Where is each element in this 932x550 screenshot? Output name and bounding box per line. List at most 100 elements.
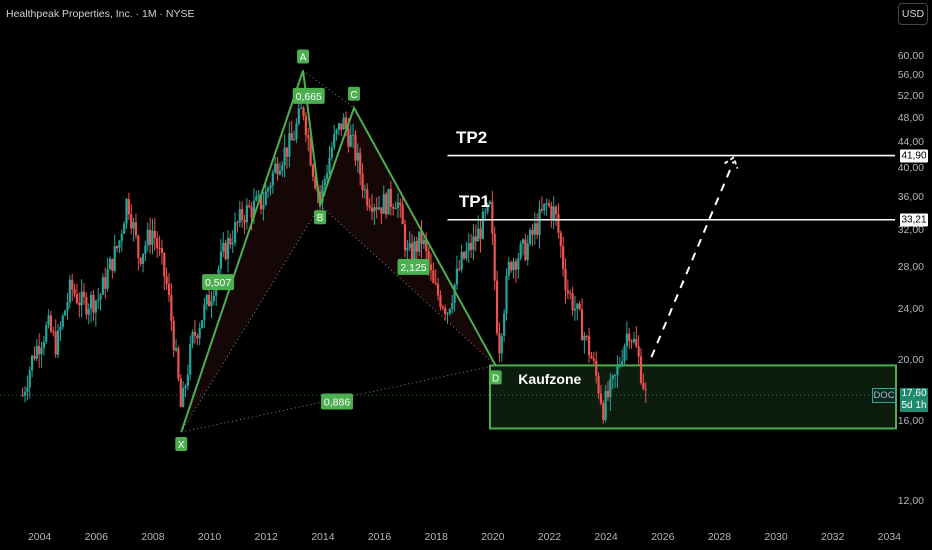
- candle-body: [276, 163, 279, 175]
- candle-body: [42, 341, 46, 348]
- candle-body: [304, 115, 307, 136]
- candle-body: [295, 123, 298, 140]
- ratio-badge: 2,125: [397, 258, 430, 275]
- y-tick-label: 48,00: [897, 111, 924, 124]
- candle-body: [408, 243, 411, 249]
- candle-body: [536, 223, 539, 235]
- x-tick-label: 2004: [27, 531, 52, 543]
- candle-body: [484, 211, 487, 213]
- pattern-point-b: B: [314, 210, 327, 225]
- x-tick-label: 2016: [367, 531, 392, 543]
- candle-body: [538, 209, 541, 235]
- candle-body: [300, 107, 303, 109]
- x-tick-label: 2010: [197, 531, 222, 543]
- ratio-label: 0,507: [205, 277, 231, 289]
- candle-body: [368, 205, 371, 208]
- candle-body: [233, 222, 237, 243]
- candle-body: [243, 219, 246, 223]
- candle-body: [321, 185, 324, 203]
- candle-body: [92, 294, 95, 313]
- candle-body: [625, 333, 628, 347]
- candle-body: [330, 147, 333, 158]
- ratio-badge: 0,665: [292, 87, 325, 104]
- tp2-price-label: 41,90: [900, 149, 928, 163]
- candle-body: [387, 188, 390, 215]
- y-tick-label: 40,00: [897, 162, 924, 175]
- ratio-label: 0,665: [296, 91, 322, 103]
- candle-body: [115, 246, 119, 249]
- candle-body: [337, 123, 341, 130]
- candle-body: [309, 138, 312, 166]
- candle-body: [606, 391, 610, 398]
- candle-body: [156, 238, 159, 249]
- ratio-label: 0,886: [324, 397, 350, 409]
- candle-body: [588, 336, 591, 356]
- candle-body: [592, 358, 595, 361]
- candle-body: [432, 270, 435, 283]
- candle-body: [425, 239, 428, 251]
- candle-body: [481, 211, 485, 239]
- currency-button[interactable]: USD: [898, 3, 928, 25]
- candle-body: [189, 343, 192, 375]
- candle-body: [163, 252, 166, 277]
- candle-body: [267, 188, 270, 192]
- candle-body: [618, 364, 621, 366]
- candle-body: [569, 293, 572, 295]
- candle-body: [373, 207, 376, 212]
- candle-body: [623, 346, 626, 362]
- point-label: D: [492, 373, 499, 384]
- candle-body: [552, 206, 555, 219]
- x-tick-label: 2020: [481, 531, 505, 543]
- candle-body: [439, 295, 442, 308]
- projection-arrow-head: [724, 156, 739, 169]
- candle-body: [448, 309, 451, 314]
- candle-body: [510, 262, 513, 271]
- buy-zone-label: Kaufzone: [518, 371, 582, 388]
- candle-body: [283, 147, 286, 166]
- x-tick-label: 2008: [141, 531, 165, 543]
- candle-body: [297, 108, 300, 124]
- candle-body: [467, 243, 470, 251]
- candle-body: [205, 294, 208, 305]
- bar-countdown: 5d 1h: [901, 400, 927, 412]
- candle-body: [377, 207, 381, 210]
- candle-body: [462, 251, 466, 259]
- candle-body: [99, 294, 102, 300]
- candle-body: [290, 133, 293, 141]
- candle-body: [434, 282, 437, 284]
- candle-body: [30, 355, 34, 371]
- candle-body: [441, 307, 444, 309]
- x-tick-label: 2012: [254, 531, 278, 543]
- candle-body: [533, 223, 536, 235]
- ratio-connector: [180, 205, 321, 433]
- y-tick-label: 32,00: [897, 223, 924, 236]
- buy-zone: [488, 364, 897, 430]
- candle-body: [87, 308, 90, 315]
- last-price-value: 17,60: [901, 388, 927, 400]
- candle-body: [210, 301, 213, 307]
- candle-body: [370, 207, 374, 212]
- candle-body: [97, 299, 100, 301]
- candle-body: [495, 280, 499, 334]
- candle-body: [420, 231, 423, 245]
- candle-body: [531, 229, 534, 235]
- candle-body: [585, 335, 588, 337]
- candle-body: [335, 129, 338, 135]
- candle-body: [526, 243, 529, 260]
- candle-body: [363, 189, 366, 191]
- candle-body: [241, 209, 244, 220]
- candle-body: [40, 347, 43, 355]
- pattern-point-d: D: [489, 370, 502, 385]
- candle-body: [179, 378, 182, 408]
- candle-body: [137, 235, 140, 258]
- candle-body: [167, 283, 171, 295]
- candle-body: [45, 325, 48, 342]
- candle-body: [451, 302, 454, 310]
- candle-body: [474, 236, 477, 242]
- candle-body: [80, 291, 83, 306]
- candle-body: [28, 370, 31, 388]
- ratio-badge-bg: [292, 87, 325, 104]
- candle-body: [517, 258, 520, 270]
- last-price-label: 17,60 5d 1h: [900, 388, 928, 413]
